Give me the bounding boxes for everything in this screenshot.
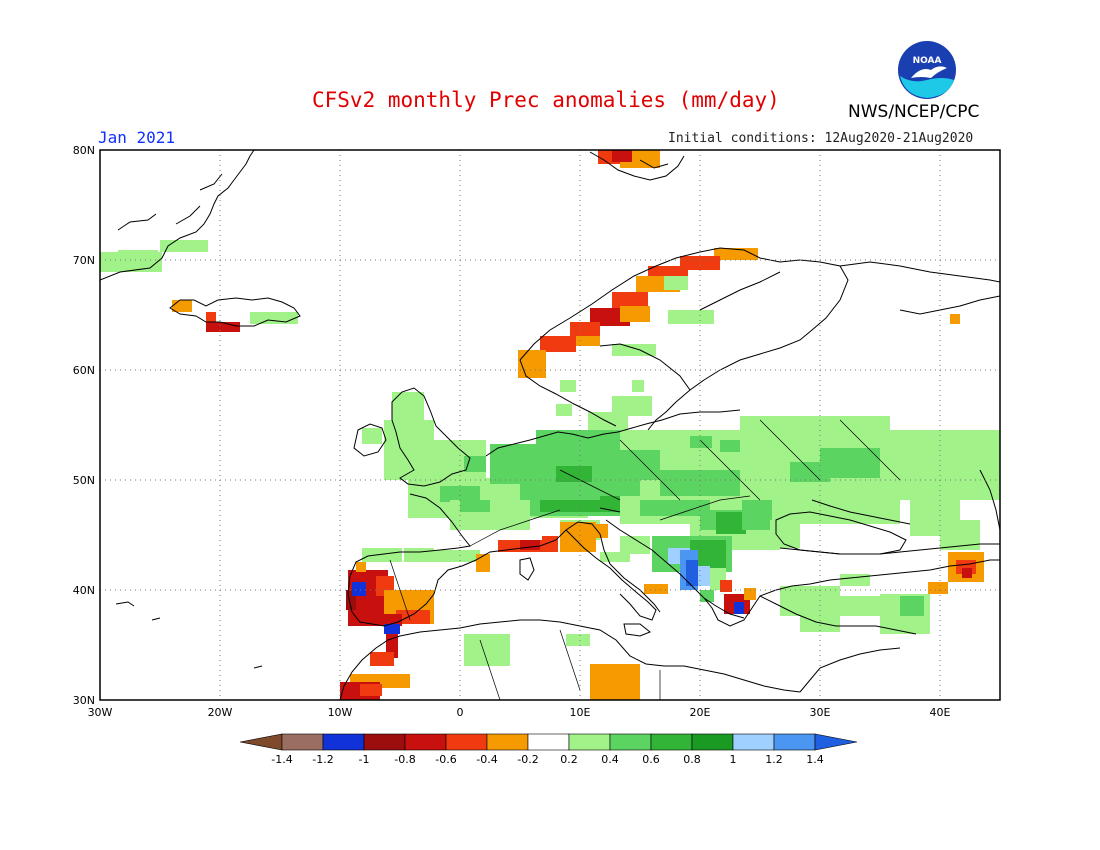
map-title: CFSv2 monthly Prec anomalies (mm/day): [312, 88, 780, 112]
colorbar-swatch: [363, 733, 406, 751]
initial-conditions-label: Initial conditions: 12Aug2020-21Aug2020: [668, 131, 974, 146]
logo-lettering: NOAA: [913, 56, 942, 66]
colorbar-label: -0.4: [476, 753, 497, 766]
anomaly-turkey: [780, 552, 984, 634]
anomaly-svalbard: [598, 150, 660, 168]
colorbar-swatch: [404, 733, 447, 751]
colorbar-swatch: [650, 733, 693, 751]
colorbar-label: -1: [359, 753, 370, 766]
anomaly-scandinavia: [556, 380, 652, 438]
noaa-logo: NOAA: [898, 41, 956, 99]
map-grid: [100, 150, 1000, 700]
colorbar-label: -0.6: [435, 753, 456, 766]
colorbar-swatch: [281, 733, 324, 751]
colorbar-swatch: [445, 733, 488, 751]
colorbar-label: 0.4: [601, 753, 619, 766]
lon-label: 40E: [930, 706, 951, 719]
colorbar-swatch: [773, 733, 816, 751]
colorbar-swatch: [322, 733, 365, 751]
agency-label: NWS/NCEP/CPC: [848, 102, 980, 122]
colorbar: -1.4 -1.2 -1 -0.8 -0.6 -0.4 -0.2 0.2 0.4 0.6 0.8 1 1…: [239, 733, 858, 766]
colorbar-label: 0.2: [560, 753, 578, 766]
lon-label: 10W: [328, 706, 353, 719]
lon-label: 30E: [810, 706, 831, 719]
lon-label: 30W: [88, 706, 113, 719]
lat-label: 40N: [73, 584, 95, 597]
colorbar-swatch: [568, 733, 611, 751]
lat-label: 50N: [73, 474, 95, 487]
colorbar-label: -0.2: [517, 753, 538, 766]
lon-label: 10E: [570, 706, 591, 719]
colorbar-swatch: [732, 733, 775, 751]
colorbar-label: 1.4: [806, 753, 824, 766]
coastlines: [100, 150, 1000, 700]
colorbar-label: 0.8: [683, 753, 701, 766]
colorbar-swatch: [527, 733, 570, 751]
anomaly-shading: [100, 150, 1000, 700]
colorbar-label: -1.2: [312, 753, 333, 766]
anomaly-balkans: [652, 536, 756, 614]
colorbar-label: 0.6: [642, 753, 660, 766]
lat-label: 80N: [73, 144, 95, 157]
lat-label: 60N: [73, 364, 95, 377]
anomaly-greenland: [100, 240, 208, 272]
colorbar-swatch: [486, 733, 529, 751]
map-frame: [99, 149, 1001, 701]
lon-label: 20W: [208, 706, 233, 719]
anomaly-iberia: [346, 562, 434, 666]
colorbar-label: 1: [730, 753, 737, 766]
lat-label: 30N: [73, 694, 95, 707]
anomaly-british-isles: [362, 392, 486, 480]
longitude-labels: 30W 20W 10W 0 10E 20E 30E 40E: [88, 706, 951, 719]
lon-label: 20E: [690, 706, 711, 719]
anomaly-iceland: [172, 300, 298, 332]
anomaly-norway: [518, 248, 960, 378]
colorbar-swatch: [691, 733, 734, 751]
anomaly-central-europe: [408, 416, 1000, 554]
colorbar-label: -1.4: [271, 753, 292, 766]
colorbar-upper-arrow: [814, 733, 858, 751]
colorbar-lower-arrow: [239, 733, 283, 751]
colorbar-label: -0.8: [394, 753, 415, 766]
lon-label: 0: [457, 706, 464, 719]
colorbar-swatch: [609, 733, 652, 751]
colorbar-label: 1.2: [765, 753, 783, 766]
anomaly-north-africa: [340, 584, 668, 700]
forecast-month-label: Jan 2021: [98, 128, 176, 147]
latitude-labels: 30N 40N 50N 60N 70N 80N: [73, 144, 95, 707]
lat-label: 70N: [73, 254, 95, 267]
